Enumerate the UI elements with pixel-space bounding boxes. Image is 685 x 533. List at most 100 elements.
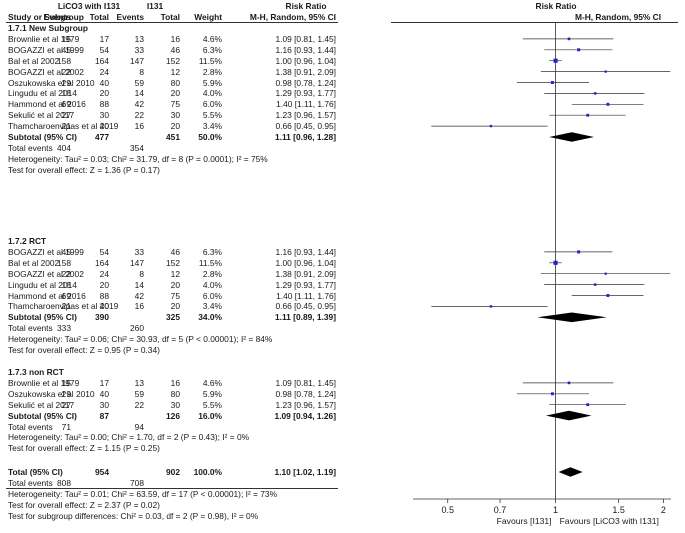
ctl-total-cell: 80 [170, 77, 180, 88]
weight-cell: 11.5% [198, 55, 222, 66]
study-effect-square [604, 272, 607, 275]
ctl-events-cell: 22 [134, 110, 144, 121]
pooled-effect-diamond [558, 467, 583, 477]
risk-ratio-ci-cell: 1.16 [0.93, 1.44] [275, 44, 336, 55]
pooled-effect-diamond [549, 132, 594, 142]
study-name: Sekulić et al 2017 [8, 110, 75, 121]
study-effect-square [567, 381, 571, 385]
subtotal-label: Subtotal (95% CI) [8, 410, 77, 421]
study-name: Oszukowska et al 2010 [8, 388, 95, 399]
pooled-effect-diamond [537, 312, 607, 323]
exp-events-cell: 22 [61, 268, 71, 279]
exp-events-cell: 18 [61, 279, 71, 290]
exp-total-cell: 40 [99, 77, 109, 88]
x-axis-tick-label: 0.5 [441, 505, 454, 515]
risk-ratio-ci-cell: 1.38 [0.91, 2.09] [275, 66, 336, 77]
risk-ratio-ci-cell: 1.00 [0.96, 1.04] [275, 55, 336, 66]
exp-events-cell: 158 [57, 257, 71, 268]
weight-cell: 6.0% [202, 290, 222, 301]
risk-ratio-ci-cell: 0.98 [0.78, 1.24] [275, 77, 336, 88]
weight-cell: 5.5% [202, 110, 222, 121]
ctl-total-cell: 20 [170, 301, 180, 312]
events-header-ctl: Events [116, 12, 144, 22]
exp-events-cell: 22 [61, 66, 71, 77]
study-effect-square [550, 392, 554, 396]
ctl-events-cell: 42 [134, 290, 144, 301]
exp-events-cell: 18 [61, 88, 71, 99]
subgroup-title: 1.7.2 RCT [8, 236, 47, 246]
ctl-events-cell: 16 [134, 301, 144, 312]
exp-events-cell: 27 [61, 110, 71, 121]
risk-ratio-ci-cell: 1.09 [0.81, 1.45] [275, 377, 336, 388]
ctl-total-cell: 75 [170, 99, 180, 110]
plot-header-rule [391, 22, 678, 23]
exp-events-cell: 21 [61, 301, 71, 312]
x-axis-tick-label: 1 [553, 505, 558, 515]
x-axis-tick-label: 1.5 [612, 505, 625, 515]
events-header-exp: Events [43, 12, 71, 22]
ctl-events-cell: 14 [134, 88, 144, 99]
exp-total-cell: 30 [99, 110, 109, 121]
subtotal-weight: 34.0% [198, 312, 222, 323]
study-name: Bal et al 2002 [8, 55, 60, 66]
weight-cell: 4.6% [202, 33, 222, 44]
ctl-total-cell: 30 [170, 110, 180, 121]
favours-left-label: Favours [I131] [497, 516, 552, 526]
risk-ratio-ci-cell: 1.23 [0.96, 1.57] [275, 110, 336, 121]
weight-cell: 2.8% [202, 268, 222, 279]
subgroup-difference-text: Test for subgroup differences: Chi² = 0.… [8, 510, 259, 521]
ctl-events-cell: 59 [134, 388, 144, 399]
exp-total-cell: 20 [99, 279, 109, 290]
weight-cell: 5.5% [202, 399, 222, 410]
ctl-events-cell: 8 [139, 268, 144, 279]
pooled-effect-diamond [545, 410, 592, 421]
study-effect-square [550, 81, 554, 84]
risk-ratio-header: Risk Ratio [285, 1, 327, 11]
total-events-exp: 333 [57, 323, 71, 334]
study-effect-square [553, 58, 558, 63]
ctl-events-cell: 33 [134, 44, 144, 55]
exp-events-cell: 45 [61, 44, 71, 55]
overall-exp-total: 954 [95, 467, 109, 477]
study-name: Bal et al 2002 [8, 257, 60, 268]
total-events-exp: 404 [57, 142, 71, 153]
ctl-events-cell: 33 [134, 246, 144, 257]
ctl-events-cell: 42 [134, 99, 144, 110]
ctl-total-cell: 30 [170, 399, 180, 410]
study-name: Thamcharoenvipas et al 2019 [8, 121, 119, 132]
ctl-events-cell: 147 [130, 55, 144, 66]
risk-ratio-ci-cell: 0.98 [0.78, 1.24] [275, 388, 336, 399]
subtotal-label: Subtotal (95% CI) [8, 132, 77, 142]
study-effect-square [489, 124, 493, 128]
study-column-header: Study or Subgroup [8, 12, 84, 22]
overall-effect-text: Test for overall effect: Z = 1.36 (P = 0… [8, 164, 160, 175]
exp-events-cell: 15 [61, 33, 71, 44]
exp-events-cell: 29 [61, 77, 71, 88]
exp-total-cell: 54 [99, 44, 109, 55]
study-effect-square [553, 260, 558, 265]
study-name: Brownlie et al 1979 [8, 377, 80, 388]
subtotal-exp-total: 477 [95, 132, 109, 142]
exp-total-cell: 40 [99, 121, 109, 132]
exp-total-cell: 40 [99, 301, 109, 312]
study-effect-square [593, 283, 597, 286]
study-effect-square [586, 113, 590, 117]
exp-total-cell: 164 [95, 55, 109, 66]
total-events-ctl: 260 [130, 323, 144, 334]
ctl-total-cell: 20 [170, 279, 180, 290]
study-effect-square [577, 250, 581, 254]
exp-events-cell: 158 [57, 55, 71, 66]
x-axis-tick-label: 0.7 [494, 505, 507, 515]
total-events-ctl: 94 [134, 421, 144, 432]
exp-events-cell: 45 [61, 246, 71, 257]
study-effect-square [606, 102, 610, 106]
ctl-total-cell: 75 [170, 290, 180, 301]
overall-heterogeneity-text: Heterogeneity: Tau² = 0.01; Chi² = 63.59… [8, 488, 278, 499]
weight-header: Weight [194, 12, 222, 22]
study-effect-square [604, 70, 607, 73]
plot-risk-ratio-header: Risk Ratio [535, 1, 577, 11]
study-name: Thamcharoenvipas et al 2019 [8, 301, 119, 312]
study-name: Hammond et al 2016 [8, 99, 86, 110]
subtotal-exp-total: 87 [99, 410, 109, 421]
risk-ratio-ci-cell: 1.40 [1.11, 1.76] [276, 290, 336, 301]
